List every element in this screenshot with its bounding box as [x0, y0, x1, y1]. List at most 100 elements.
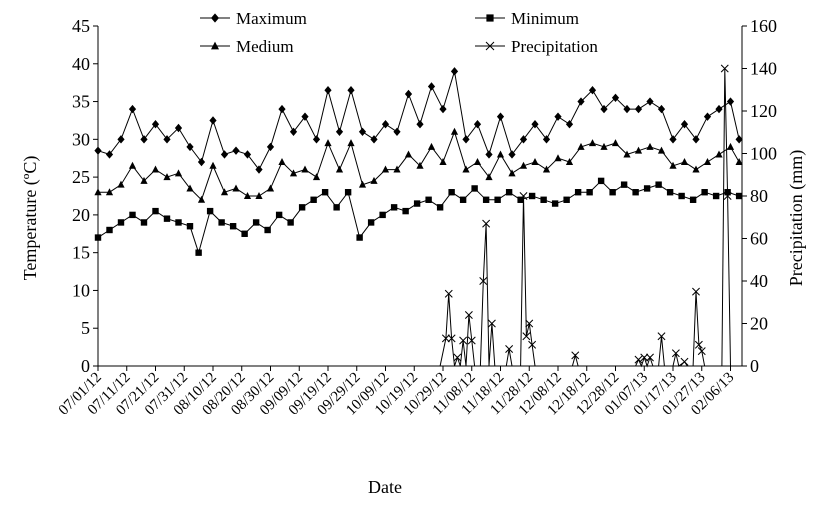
- precipitation-point: [482, 219, 491, 228]
- precipitation-point: [671, 349, 680, 358]
- precipitation-point: [453, 353, 462, 362]
- precipitation-point: [657, 332, 666, 341]
- maximum-point: [209, 116, 217, 125]
- maximum-point: [669, 135, 677, 144]
- maximum-point: [427, 82, 436, 91]
- precipitation-point: [694, 340, 703, 349]
- minimum-point: [574, 189, 582, 196]
- medium-point: [128, 161, 137, 169]
- maximum-point: [266, 142, 275, 152]
- medium-point: [370, 176, 378, 184]
- precipitation-point: [692, 287, 700, 296]
- minimum-point: [666, 189, 674, 196]
- legend-item-precipitation: Precipitation: [475, 37, 598, 56]
- x-marker-stroke: [697, 347, 706, 356]
- maximum-point: [381, 120, 390, 129]
- maximum-point: [485, 150, 493, 159]
- medium-point: [554, 154, 562, 162]
- x-marker-stroke: [528, 340, 537, 349]
- legend-precipitation-marker: [485, 41, 495, 51]
- medium-point: [163, 173, 171, 181]
- medium-point: [669, 161, 677, 169]
- x-marker-stroke: [680, 357, 689, 366]
- medium-point: [427, 142, 436, 150]
- medium-point: [347, 139, 355, 147]
- maximum-point: [726, 97, 735, 106]
- medium-point: [278, 158, 286, 165]
- x-marker-stroke: [692, 287, 700, 296]
- y-tick-label: 20: [72, 205, 90, 225]
- minimum-point: [643, 185, 651, 192]
- minimum-point: [712, 192, 720, 200]
- minimum-point: [517, 196, 524, 203]
- maximum-point: [335, 127, 344, 136]
- precipitation-point: [441, 334, 450, 343]
- medium-point: [243, 192, 252, 199]
- minimum-point: [186, 223, 194, 230]
- maximum-point: [611, 93, 620, 102]
- x-marker-stroke: [467, 336, 476, 345]
- precipitation-point: [723, 192, 732, 200]
- medium-point: [600, 142, 608, 150]
- minimum-point: [175, 219, 182, 226]
- series-medium: [94, 127, 743, 203]
- maximum-point: [174, 123, 183, 133]
- x-marker-stroke: [453, 353, 462, 362]
- medium-point: [186, 184, 194, 192]
- maximum-point: [128, 104, 137, 114]
- minimum-point: [94, 234, 102, 241]
- precipitation-point: [459, 336, 468, 345]
- y2-tick-label: 140: [750, 59, 777, 79]
- medium-point: [611, 139, 620, 147]
- y-tick-label: 30: [72, 129, 90, 149]
- maximum-point: [94, 146, 102, 155]
- y-tick-label: 25: [72, 167, 90, 187]
- minimum-point: [471, 185, 478, 192]
- medium-point: [623, 150, 631, 158]
- precipitation-point: [646, 353, 654, 362]
- y-tick-label: 5: [81, 318, 90, 338]
- minimum-point: [632, 189, 639, 196]
- x-marker-stroke: [444, 289, 453, 298]
- minimum-point: [379, 211, 386, 219]
- maximum-point: [197, 157, 206, 167]
- x-marker-stroke: [720, 64, 729, 73]
- minimum-point: [310, 196, 317, 203]
- minimum-point: [195, 249, 202, 256]
- x-marker-stroke: [441, 334, 450, 343]
- minimum-point: [586, 189, 593, 196]
- x-marker-stroke: [671, 349, 680, 358]
- minimum-point: [321, 189, 329, 196]
- medium-point: [94, 188, 102, 196]
- x-marker-stroke: [459, 336, 468, 345]
- precipitation-point: [525, 319, 534, 328]
- maximum-point: [232, 146, 240, 155]
- y-axis-label: Temperature (ºC): [20, 156, 41, 281]
- minimum-point: [140, 219, 148, 226]
- medium-point: [393, 165, 401, 173]
- x-marker-stroke: [464, 311, 473, 319]
- y-tick-label: 45: [72, 16, 90, 36]
- precipitation-point: [522, 332, 531, 341]
- maximum-point: [289, 127, 298, 136]
- maximum-point: [186, 142, 194, 152]
- x-marker-stroke: [519, 192, 528, 200]
- series-maximum: [94, 67, 743, 174]
- minimum-point: [106, 226, 113, 234]
- x-marker-stroke: [694, 340, 703, 349]
- minimum-point: [390, 204, 398, 211]
- medium-point: [565, 158, 574, 165]
- maximum-point: [393, 127, 401, 136]
- medium-point: [473, 158, 482, 165]
- maximum-point: [370, 135, 378, 144]
- minimum-point: [482, 196, 490, 203]
- maximum-point: [508, 150, 516, 159]
- medium-point: [255, 192, 263, 199]
- precipitation-point: [464, 311, 473, 319]
- maximum-point: [680, 120, 689, 129]
- legend-precipitation-label: Precipitation: [511, 37, 598, 56]
- medium-point: [358, 180, 367, 188]
- minimum-point: [655, 181, 662, 188]
- x-marker-stroke: [482, 219, 491, 228]
